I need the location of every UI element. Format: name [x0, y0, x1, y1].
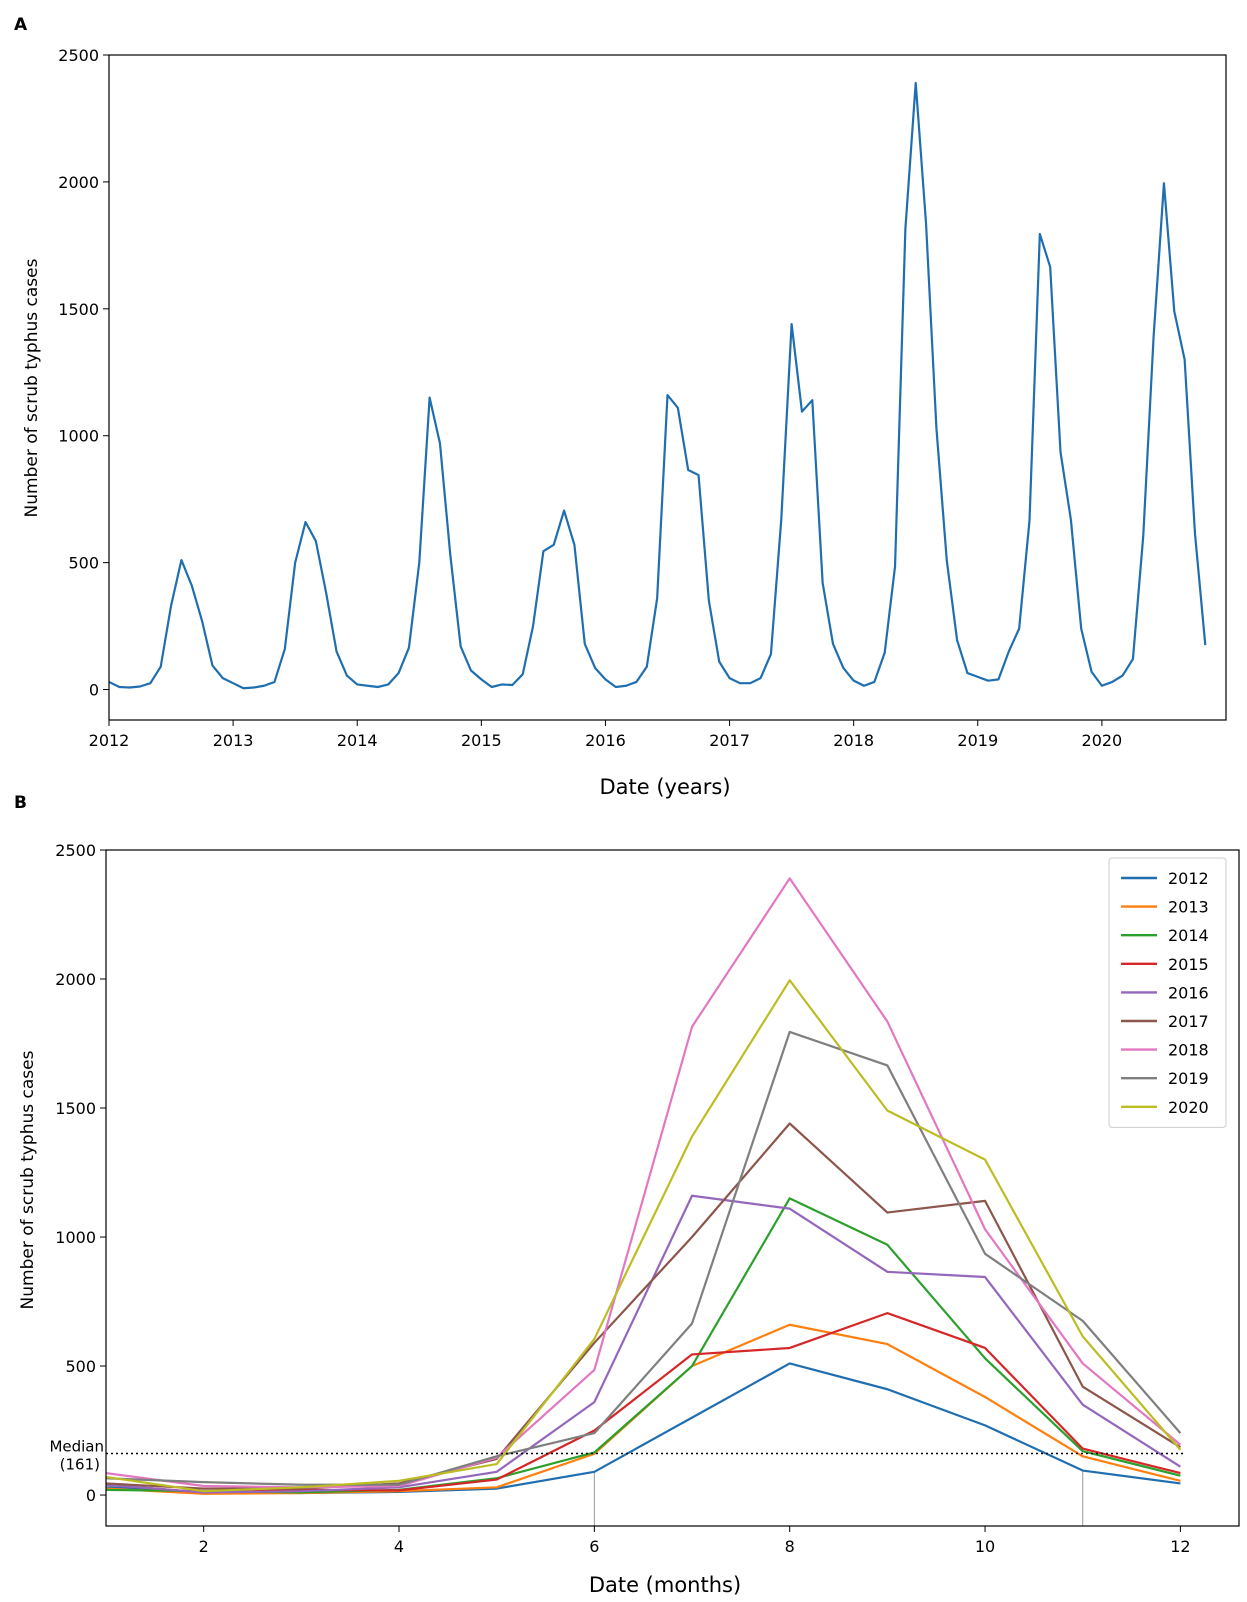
x-tick-label: 2015 — [461, 731, 502, 750]
legend-label-2012: 2012 — [1168, 869, 1209, 888]
x-tick-label: 2017 — [709, 731, 750, 750]
legend-label-2018: 2018 — [1168, 1041, 1209, 1060]
panel-a-ylabel: Number of scrub typhus cases — [22, 258, 42, 517]
x-tick-label: 2018 — [833, 731, 874, 750]
y-tick-label: 2500 — [55, 841, 96, 860]
y-tick-label: 500 — [65, 1357, 96, 1376]
series-line-2014 — [105, 1197, 1181, 1494]
median-value-label: (161) — [60, 1455, 100, 1473]
y-tick-label: 500 — [68, 554, 99, 573]
x-tick-label: 12 — [1170, 1537, 1190, 1556]
y-tick-label: 1000 — [58, 427, 99, 446]
series-line-2017 — [105, 1122, 1181, 1490]
series-line-2018 — [105, 877, 1182, 1489]
x-tick-label: 2020 — [1082, 731, 1123, 750]
legend-label-2017: 2017 — [1168, 1012, 1209, 1031]
x-tick-label: 10 — [975, 1537, 995, 1556]
plot-frame — [105, 849, 1240, 1527]
plot-frame — [108, 54, 1227, 721]
y-tick-label: 1500 — [58, 300, 99, 319]
legend-label-2015: 2015 — [1168, 955, 1209, 974]
panel-a-xlabel: Date (years) — [599, 775, 730, 799]
x-tick-label: 2014 — [337, 731, 378, 750]
panel-b-letter: B — [14, 793, 27, 813]
legend-label-2013: 2013 — [1168, 898, 1209, 917]
y-tick-label: 2000 — [58, 173, 99, 192]
y-tick-label: 0 — [89, 681, 99, 700]
x-tick-label: 2012 — [89, 731, 130, 750]
panel-b-chart: 0 500 1000 1500 2000 2500 2 4 6 8 10 12 Median(161) 2… — [49, 841, 1240, 1556]
x-tick-label: 2013 — [213, 731, 254, 750]
series-line-2019 — [105, 1030, 1182, 1486]
series-line-2020 — [105, 979, 1182, 1493]
legend-box — [1108, 857, 1227, 1128]
legend-label-2020: 2020 — [1168, 1098, 1209, 1117]
x-tick-label: 6 — [589, 1537, 599, 1556]
median-label: Median — [49, 1437, 104, 1455]
legend-label-2019: 2019 — [1168, 1069, 1209, 1088]
y-tick-label: 0 — [86, 1486, 96, 1505]
y-tick-label: 2000 — [55, 970, 96, 989]
panel-a-letter: A — [14, 15, 28, 35]
x-tick-label: 4 — [394, 1537, 404, 1556]
series-line-2016 — [105, 1194, 1181, 1494]
series-line-2015 — [105, 1312, 1181, 1494]
legend-label-2016: 2016 — [1168, 983, 1209, 1002]
x-tick-label: 2016 — [585, 731, 626, 750]
panel-b-ylabel: Number of scrub typhus cases — [18, 1050, 38, 1309]
legend-label-2014: 2014 — [1168, 926, 1209, 945]
panel-b-xlabel: Date (months) — [589, 1573, 741, 1597]
y-tick-label: 1500 — [55, 1099, 96, 1118]
x-tick-label: 2 — [199, 1537, 209, 1556]
y-tick-label: 2500 — [58, 46, 99, 65]
x-tick-label: 8 — [785, 1537, 795, 1556]
x-tick-label: 2019 — [957, 731, 998, 750]
series-line-Monthly cases — [108, 81, 1207, 690]
y-tick-label: 1000 — [55, 1228, 96, 1247]
panel-a-chart: 0 500 1000 1500 2000 2500 2012 2013 2014 2015 2016… — [58, 46, 1227, 750]
